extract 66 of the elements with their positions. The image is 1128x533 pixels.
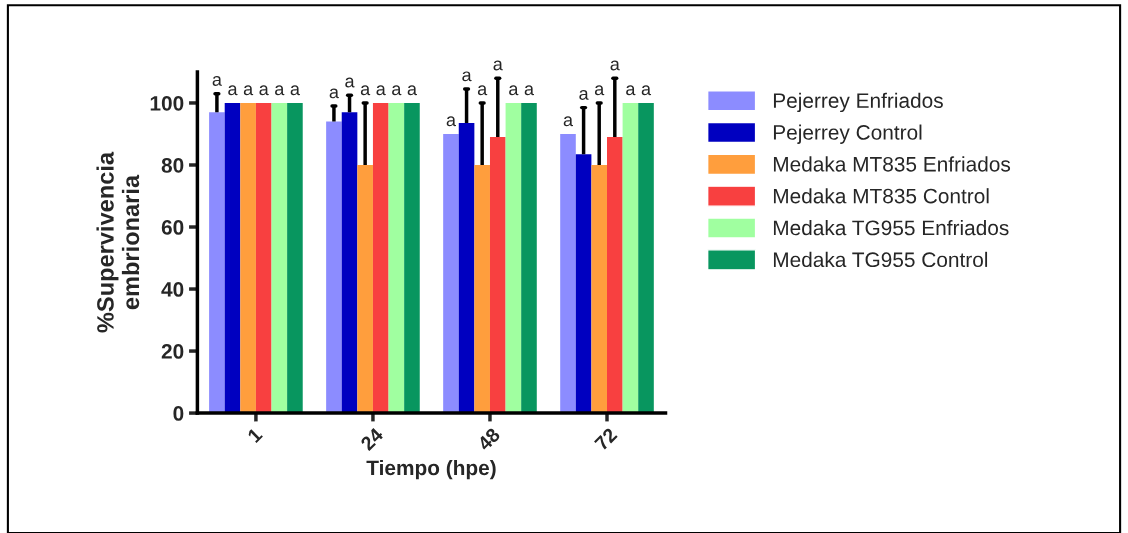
x-axis-title: Tiempo (hpe) (366, 459, 496, 480)
x-tick-label: 24 (359, 426, 385, 452)
annotation: a (329, 88, 339, 99)
annotation: a (345, 77, 355, 88)
bar (388, 102, 405, 414)
y-tick-label: 60 (161, 220, 184, 235)
annotation: a (407, 85, 417, 96)
annotation: a (626, 85, 636, 96)
bar (560, 133, 576, 414)
bar (209, 112, 225, 414)
text: a (493, 60, 503, 71)
y-tick-label: 20 (161, 344, 184, 359)
bar (622, 102, 639, 414)
legend-label: Pejerrey Control (773, 124, 922, 144)
bar (372, 102, 389, 414)
bar (591, 164, 608, 414)
y-tick-label: 40 (161, 282, 184, 297)
bar (521, 102, 537, 414)
annotation: a (376, 85, 386, 96)
y-tick-label: 0 (173, 406, 184, 421)
y-tick-label: 100 (150, 95, 184, 111)
bar (443, 133, 459, 414)
x-tick-label: 1 (247, 427, 263, 444)
y-tick-label: 80 (161, 157, 184, 173)
bar (474, 164, 490, 414)
annotation: a (594, 85, 605, 96)
annotation: a (275, 85, 285, 96)
annotation: a (579, 89, 589, 100)
annotation: a (259, 85, 269, 96)
y-axis-title: %Supervivencia embrionaria (96, 151, 140, 333)
bar (404, 102, 420, 414)
bar (489, 137, 506, 414)
annotation: a (446, 116, 456, 127)
annotation: a (477, 85, 488, 96)
legend-label: Medaka TG955 Enfriados (773, 219, 1009, 236)
annotation: a (462, 71, 472, 82)
bar (224, 102, 241, 414)
annotation: a (290, 85, 300, 96)
bar (458, 123, 475, 414)
bar (505, 102, 522, 414)
bar (271, 102, 288, 414)
legend-label: Medaka MT835 Enfriados (773, 156, 1011, 172)
bar (240, 102, 256, 414)
legend-label: Medaka MT835 Control (773, 188, 989, 204)
bar (255, 102, 272, 414)
annotation: a (360, 85, 371, 96)
bar (357, 164, 373, 414)
bar (341, 112, 358, 414)
x-tick-label: 72 (593, 427, 618, 451)
bar (575, 154, 592, 414)
annotation: a (243, 85, 254, 96)
legend-label: Medaka TG955 Control (773, 251, 988, 268)
bar (638, 102, 654, 414)
annotation: a (392, 85, 402, 96)
annotation: a (212, 76, 222, 86)
annotation: a (641, 85, 652, 96)
annotation: a (228, 85, 238, 96)
x-tick-label: 48 (476, 427, 501, 452)
annotation: a (563, 116, 574, 127)
bar (287, 102, 303, 414)
text: a (610, 60, 620, 71)
annotation: a (509, 85, 519, 96)
legend-label: Pejerrey Enfriados (773, 92, 943, 113)
bar (326, 121, 342, 414)
annotation: a (524, 85, 535, 96)
bar (607, 137, 623, 414)
